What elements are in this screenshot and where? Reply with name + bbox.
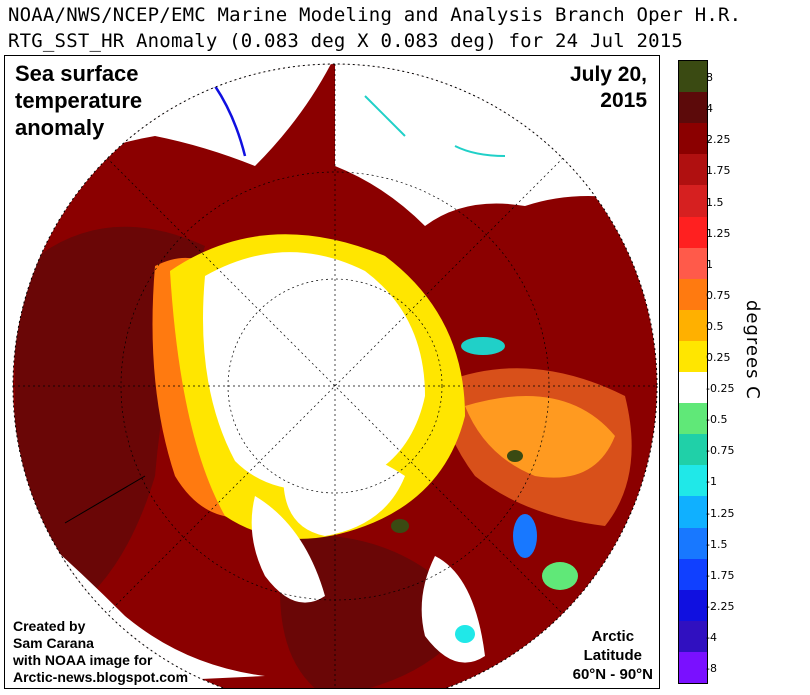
river-greenland [454, 145, 506, 157]
map-frame: Sea surface temperature anomaly July 20,… [4, 55, 660, 689]
cool-patch-green [542, 562, 578, 590]
colorbar-tick-label: -1.25 [706, 506, 735, 520]
cool-patch-east [513, 514, 537, 558]
colorbar-tick-label: -2.25 [706, 599, 735, 613]
sea-ice-zero-anomaly [203, 252, 425, 491]
colorbar-tick-label: 1.25 [706, 226, 731, 240]
dateline-marker [64, 475, 146, 524]
colorbar [678, 60, 708, 684]
colorbar-tick-label: 8 [706, 71, 713, 85]
olive-patch-1 [507, 450, 523, 462]
map-date: July 20, 2015 [570, 62, 647, 114]
map-title-line-1: Sea surface [15, 61, 139, 86]
colorbar-segment [679, 589, 707, 622]
colorbar-tick-label: 1.5 [706, 195, 724, 209]
polar-sst-map [12, 63, 658, 688]
colorbar-segment [679, 496, 707, 528]
map-outer-circle [12, 63, 658, 688]
map-region-label: Arctic Latitude 60°N - 90°N [573, 627, 653, 684]
map-title-line-3: anomaly [15, 115, 105, 140]
colorbar-segment [679, 372, 707, 404]
header-line-1: NOAA/NWS/NCEP/EMC Marine Modeling and An… [8, 4, 742, 26]
region-line-2: Latitude [583, 647, 642, 664]
colorbar-segment [679, 309, 707, 342]
map-title: Sea surface temperature anomaly [15, 60, 142, 141]
colorbar-segment [679, 465, 707, 497]
colorbar-segment [679, 247, 707, 280]
olive-patch-2 [391, 519, 409, 533]
colorbar-tick-label: 1 [706, 257, 713, 271]
colorbar-tick-label: -0.75 [706, 444, 735, 458]
map-credit: Created by Sam Carana with NOAA image fo… [13, 618, 188, 686]
colorbar-tick-label: -0.25 [706, 382, 735, 396]
region-line-1: Arctic [591, 628, 635, 645]
land-novaya-zemlya [283, 449, 405, 536]
land-svalbard-area [251, 496, 325, 603]
colorbar-segment [679, 558, 707, 591]
region-line-3: 60°N - 90°N [572, 666, 653, 683]
colorbar-segment [679, 403, 707, 435]
orange-core-east [465, 396, 615, 478]
map-date-line-1: July 20, [569, 63, 647, 86]
colorbar-segment [679, 340, 707, 373]
atlantic-warm-band [280, 535, 475, 688]
colorbar-tick-label: 1.75 [706, 164, 731, 178]
colorbar-tick-label: -4 [706, 630, 717, 644]
header-line-2: RTG_SST_HR Anomaly (0.083 deg X 0.083 de… [8, 30, 684, 52]
credit-line-2: Sam Carana [13, 635, 94, 651]
colorbar-tick-label: -8 [706, 662, 717, 675]
colorbar-units: degrees C [742, 300, 763, 400]
map-title-line-2: temperature [15, 88, 143, 113]
colorbar-tick-label: -1 [706, 475, 717, 489]
colorbar-tick-label: 4 [706, 102, 713, 116]
colorbar-segment [679, 92, 707, 124]
chart-header: NOAA/NWS/NCEP/EMC Marine Modeling and An… [8, 2, 808, 54]
river-canada [364, 95, 406, 137]
colorbar-tick-label: 0.75 [706, 288, 731, 302]
cool-patch-baffin [461, 337, 505, 355]
colorbar-tick-label: -0.5 [706, 413, 728, 427]
colorbar-segment [679, 216, 707, 249]
colorbar-segment [679, 434, 707, 466]
colorbar-segment [679, 185, 707, 217]
colorbar-segment [679, 651, 707, 684]
colorbar-segment [679, 278, 707, 311]
graticule [13, 64, 657, 688]
cool-patch-south [455, 625, 475, 643]
colorbar-tick-label: 2.25 [706, 133, 731, 147]
colorbar-segment [679, 61, 707, 93]
colorbar-tick-label: 0.25 [706, 351, 731, 364]
map-date-line-2: 2015 [600, 89, 647, 112]
colorbar-segment [679, 620, 707, 653]
colorbar-tick-label: -1.75 [706, 568, 735, 582]
colorbar-segment [679, 123, 707, 155]
credit-line-1: Created by [13, 618, 86, 634]
colorbar-tick-label: 0.5 [706, 319, 724, 333]
colorbar-segment [679, 527, 707, 560]
colorbar-tick-label: -1.5 [706, 537, 728, 551]
credit-line-3: with NOAA image for [13, 652, 153, 668]
colorbar-segment [679, 154, 707, 186]
credit-line-4: Arctic-news.blogspot.com [13, 669, 189, 685]
